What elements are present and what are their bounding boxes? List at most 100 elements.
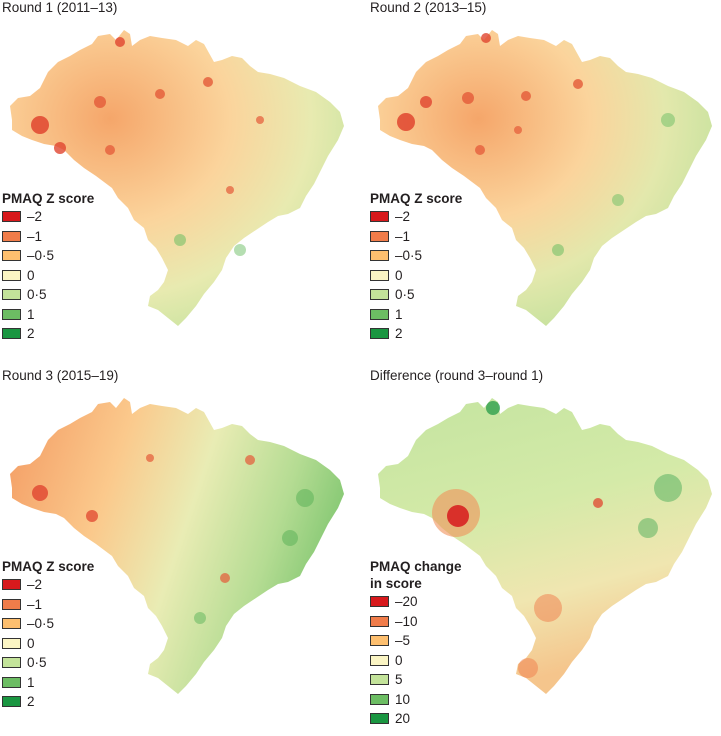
hotspot	[174, 234, 186, 246]
legend-swatch	[2, 289, 21, 301]
hotspot	[420, 96, 432, 108]
legend-label: 0·5	[27, 287, 47, 303]
hotspot	[612, 194, 624, 206]
legend-item: –1	[2, 227, 94, 247]
legend-swatch	[2, 308, 21, 320]
legend-swatch	[2, 211, 21, 223]
legend-swatch	[370, 211, 389, 223]
legend-item: 1	[2, 673, 94, 693]
legend-label: 1	[27, 674, 35, 690]
legend-item: –0·5	[2, 246, 94, 266]
legend-swatch	[370, 713, 389, 725]
legend-label: –10	[395, 613, 418, 629]
legend-swatch	[2, 657, 21, 669]
legend-title-line-2: in score	[370, 576, 422, 591]
panel-title: Difference (round 3–round 1)	[370, 368, 544, 383]
hotspot	[234, 244, 246, 256]
hotspot	[203, 77, 213, 87]
hotspot	[115, 37, 125, 47]
hotspot	[654, 474, 682, 502]
panel-title: Round 3 (2015–19)	[2, 368, 119, 383]
legend-label: 0	[27, 635, 35, 651]
legend-label: –0·5	[27, 248, 55, 264]
hotspot	[220, 573, 230, 583]
legend-item: 0·5	[2, 285, 94, 305]
legend-item: –10	[370, 612, 462, 632]
legend-label: 0	[27, 267, 35, 283]
legend-label: 2	[395, 326, 403, 342]
legend-label: 1	[395, 306, 403, 322]
legend-item: –2	[2, 575, 94, 595]
panel-round-3: Round 3 (2015–19) PMAQ Z score –2 –1	[0, 368, 360, 736]
hotspot	[475, 145, 485, 155]
legend-label: 0	[395, 652, 403, 668]
legend-item: 2	[370, 324, 462, 344]
hotspot	[521, 91, 531, 101]
hotspot	[573, 79, 583, 89]
legend: PMAQ change in score –20 –10 –5 0 5 10 2…	[370, 558, 462, 729]
legend-label: 2	[27, 326, 35, 342]
legend-item: 0	[370, 266, 462, 286]
legend: PMAQ Z score –2 –1 –0·5 0 0·5 1 2	[2, 190, 94, 344]
legend: PMAQ Z score –2 –1 –0·5 0 0·5 1 2	[2, 558, 94, 712]
choropleth-map-round-2	[378, 30, 712, 326]
hotspot	[54, 142, 66, 154]
legend: PMAQ Z score –2 –1 –0·5 0 0·5 1 2	[370, 190, 462, 344]
legend-label: 10	[395, 691, 411, 707]
choropleth-map-difference	[378, 398, 712, 694]
legend-item: –2	[2, 207, 94, 227]
hotspot	[282, 530, 298, 546]
legend-swatch	[2, 637, 21, 649]
legend-label: –2	[395, 209, 411, 225]
legend-label: 1	[27, 306, 35, 322]
hotspot	[146, 454, 154, 462]
legend-label: –0·5	[395, 248, 423, 264]
hotspot	[462, 92, 474, 104]
legend-item: 0·5	[2, 653, 94, 673]
legend-swatch	[370, 328, 389, 340]
legend-label: –20	[395, 594, 418, 610]
legend-item: –2	[370, 207, 462, 227]
legend-label: 0·5	[27, 655, 47, 671]
hotspots	[397, 33, 675, 256]
hotspot	[94, 96, 106, 108]
hotspot	[514, 126, 522, 134]
legend-label: 2	[27, 694, 35, 710]
legend-label: –1	[27, 228, 43, 244]
choropleth-map-round-1	[10, 30, 344, 326]
hotspot	[397, 113, 415, 131]
legend-swatch	[370, 289, 389, 301]
hotspot	[226, 186, 234, 194]
legend-item: 10	[370, 690, 462, 710]
legend-item: –1	[370, 227, 462, 247]
legend-swatch	[370, 230, 389, 242]
legend-item: 5	[370, 670, 462, 690]
legend-swatch	[370, 693, 389, 705]
legend-swatch	[370, 596, 389, 608]
legend-label: 0	[395, 267, 403, 283]
legend-label: –5	[395, 633, 411, 649]
legend-label: 5	[395, 672, 403, 688]
legend-item: 20	[370, 709, 462, 729]
choropleth-map-round-3	[10, 398, 344, 694]
legend-item: –0·5	[2, 614, 94, 634]
legend-swatch	[2, 230, 21, 242]
hotspots	[31, 37, 264, 256]
hotspot	[486, 401, 500, 415]
hotspot	[534, 594, 562, 622]
hotspots	[32, 454, 314, 624]
hotspot	[86, 510, 98, 522]
legend-item: 0	[2, 634, 94, 654]
legend-item: –0·5	[370, 246, 462, 266]
hotspot	[194, 612, 206, 624]
hotspot	[518, 658, 538, 678]
legend-title: PMAQ Z score	[2, 191, 95, 206]
legend-item: 2	[2, 324, 94, 344]
legend-label: –2	[27, 577, 43, 593]
panel-title: Round 1 (2011–13)	[2, 0, 118, 15]
legend-swatch	[370, 615, 389, 627]
legend-swatch	[2, 579, 21, 591]
hotspot	[256, 116, 264, 124]
legend-swatch	[370, 654, 389, 666]
hotspot	[296, 489, 314, 507]
